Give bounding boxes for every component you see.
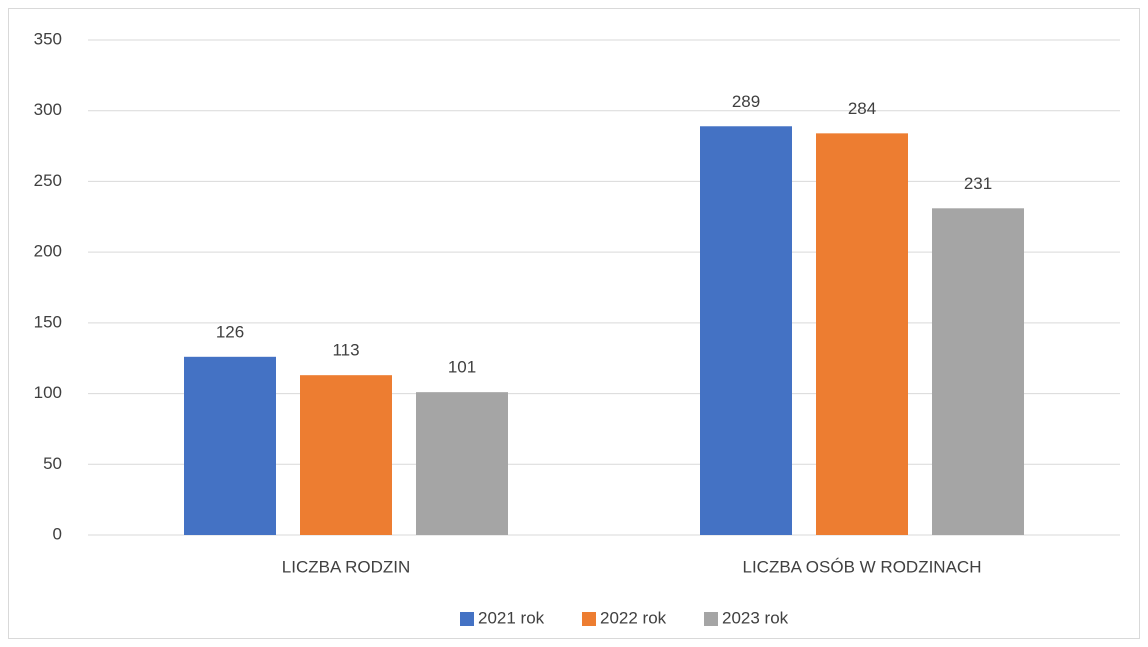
y-tick-label: 150 (34, 312, 62, 331)
x-tick-label: LICZBA RODZIN (282, 557, 410, 576)
y-tick-label: 50 (43, 454, 62, 473)
bar (184, 356, 276, 535)
bar (300, 375, 392, 535)
y-tick-label: 350 (34, 29, 62, 48)
legend-label: 2023 rok (722, 608, 789, 627)
legend-label: 2021 rok (478, 608, 545, 627)
legend-swatch (704, 612, 718, 626)
bar (416, 392, 508, 535)
x-tick-label: LICZBA OSÓB W RODZINACH (743, 557, 982, 576)
y-tick-label: 0 (53, 524, 62, 543)
y-tick-label: 250 (34, 171, 62, 190)
y-tick-label: 200 (34, 242, 62, 261)
legend-swatch (460, 612, 474, 626)
bar (700, 126, 792, 536)
y-tick-label: 100 (34, 383, 62, 402)
legend-swatch (582, 612, 596, 626)
data-label: 284 (848, 99, 876, 118)
data-label: 126 (216, 322, 244, 341)
bar (932, 208, 1024, 536)
data-label: 231 (964, 174, 992, 193)
legend-label: 2022 rok (600, 608, 667, 627)
data-label: 101 (448, 358, 476, 377)
data-label: 113 (332, 341, 359, 360)
y-tick-label: 300 (34, 100, 62, 119)
data-label: 289 (732, 92, 760, 111)
bar (816, 133, 908, 536)
